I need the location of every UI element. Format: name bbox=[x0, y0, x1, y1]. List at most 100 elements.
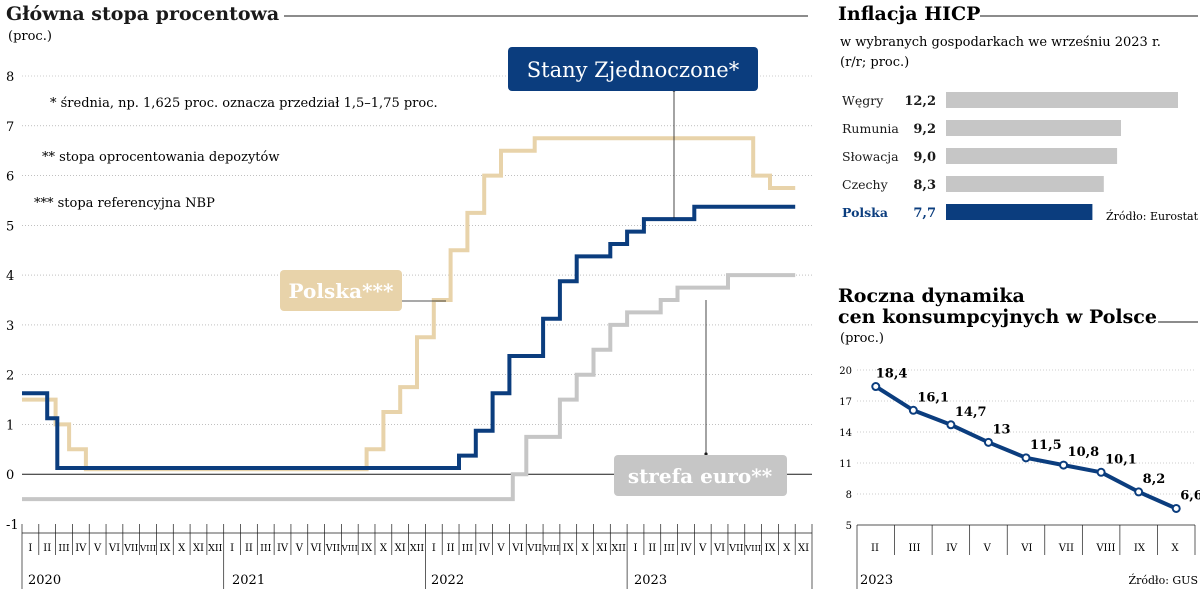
cpi-title-line2: cen konsumpcyjnych w Polsce bbox=[838, 306, 1157, 328]
cpi-y-tick-label: 11 bbox=[839, 459, 852, 470]
cpi-value-label: 16,1 bbox=[917, 390, 949, 405]
main-x-month-label: V bbox=[496, 543, 505, 554]
year-2022: 2022 bbox=[431, 573, 464, 588]
main-y-axis: 8 7 6 5 4 3 2 1 0 -1 bbox=[6, 70, 19, 533]
hicp-country-label: Słowacja bbox=[842, 149, 899, 164]
main-x-month-label: III bbox=[663, 543, 675, 554]
eu-connector-dot bbox=[704, 452, 708, 456]
main-x-month-label: IX bbox=[159, 543, 171, 554]
main-x-month-label: I bbox=[230, 543, 234, 554]
note-1: * średnia, np. 1,625 proc. oznacza przed… bbox=[50, 96, 438, 111]
cpi-chart: Roczna dynamika cen konsumpcyjnych w Pol… bbox=[838, 285, 1200, 589]
hicp-value-label: 12,2 bbox=[904, 94, 936, 109]
main-y-tick-label: 4 bbox=[6, 269, 14, 284]
hicp-country-label: Czechy bbox=[842, 177, 889, 192]
main-x-month-label: VI bbox=[713, 543, 725, 554]
cpi-y-tick-label: 17 bbox=[839, 397, 852, 408]
main-y-tick-label: -1 bbox=[6, 518, 19, 533]
cpi-value-label: 10,8 bbox=[1068, 445, 1100, 460]
main-y-tick-label: 1 bbox=[6, 418, 14, 433]
main-x-month-label: IV bbox=[479, 543, 491, 554]
main-x-month-label: I bbox=[28, 543, 32, 554]
hicp-chart: Inflacja HICP w wybranych gospodarkach w… bbox=[838, 3, 1199, 223]
main-x-month-label: VI bbox=[310, 543, 322, 554]
cpi-unit: (proc.) bbox=[840, 331, 884, 346]
cpi-x-month-label: IX bbox=[1134, 543, 1146, 554]
main-x-month-label: III bbox=[260, 543, 272, 554]
main-x-month-label: V bbox=[93, 543, 102, 554]
main-x-month-label: VIII bbox=[542, 544, 559, 554]
cpi-x-month-label: II bbox=[871, 543, 879, 554]
cpi-series: 18,4 16,1 14,7 13 11,5 10,8 10,1 8,2 6,6 bbox=[871, 367, 1200, 513]
hicp-country-label: Węgry bbox=[842, 93, 884, 108]
cpi-value-label: 10,1 bbox=[1105, 452, 1137, 467]
hicp-bar bbox=[946, 92, 1178, 108]
cpi-x-month-label: X bbox=[1171, 543, 1179, 554]
cpi-value-label: 14,7 bbox=[955, 405, 987, 420]
cpi-y-tick-label: 20 bbox=[839, 366, 852, 377]
year-2023: 2023 bbox=[634, 573, 667, 588]
cpi-x-month-label: III bbox=[909, 543, 921, 554]
cpi-point bbox=[871, 382, 881, 392]
hicp-bar bbox=[946, 148, 1118, 164]
hicp-value-label: 7,7 bbox=[913, 206, 936, 221]
cpi-source: Źródło: GUS bbox=[1128, 573, 1198, 587]
cpi-value-label: 13 bbox=[992, 422, 1010, 437]
main-x-month-label: X bbox=[783, 543, 791, 554]
year-2021: 2021 bbox=[232, 573, 265, 588]
hicp-value-label: 9,0 bbox=[913, 150, 936, 165]
main-x-month-label: II bbox=[245, 543, 253, 554]
main-y-tick-label: 5 bbox=[6, 219, 14, 234]
cpi-point bbox=[1171, 503, 1181, 513]
year-2020: 2020 bbox=[28, 573, 61, 588]
main-x-month-label: IV bbox=[277, 543, 289, 554]
label-box-usa: Stany Zjednoczone* bbox=[508, 47, 758, 91]
main-y-tick-label: 0 bbox=[6, 468, 14, 483]
main-x-month-label: I bbox=[432, 543, 436, 554]
cpi-x-month-label: IV bbox=[946, 543, 958, 554]
main-x-month-label: VIII bbox=[744, 544, 761, 554]
main-x-month-label: VII bbox=[526, 543, 542, 554]
main-x-month-label: XI bbox=[798, 543, 809, 554]
main-x-month-label: III bbox=[462, 543, 474, 554]
cpi-y-axis: 20 17 14 11 8 5 bbox=[839, 366, 852, 532]
main-x-month-label: VIII bbox=[139, 544, 156, 554]
cpi-x-month-label: VII bbox=[1058, 543, 1074, 554]
main-x-month-label: IX bbox=[764, 543, 776, 554]
hicp-country-label: Polska bbox=[842, 205, 888, 220]
cpi-point bbox=[1059, 460, 1069, 470]
cpi-x-month-label: V bbox=[983, 543, 992, 554]
hicp-bars: Węgry 12,2 Rumunia 9,2 Słowacja 9,0 Czechy 8,3 P… bbox=[842, 92, 1178, 221]
main-y-tick-label: 2 bbox=[6, 369, 14, 384]
cpi-value-label: 8,2 bbox=[1143, 472, 1166, 487]
main-x-month-label: V bbox=[295, 543, 304, 554]
hicp-value-label: 8,3 bbox=[913, 178, 936, 193]
cpi-title-line1: Roczna dynamika bbox=[838, 285, 1025, 307]
main-x-month-label: IX bbox=[563, 543, 575, 554]
main-chart: Główna stopa procentowa (proc.) 8 7 6 5 4 3 2 1… bbox=[6, 3, 813, 589]
main-series-lines bbox=[22, 136, 796, 502]
hicp-source: Źródło: Eurostat bbox=[1106, 209, 1199, 223]
hicp-bar bbox=[946, 176, 1104, 192]
main-y-tick-label: 6 bbox=[6, 170, 14, 185]
cpi-x-month-label: VI bbox=[1020, 543, 1032, 554]
main-x-month-label: IX bbox=[361, 543, 373, 554]
series-line-gray bbox=[22, 273, 796, 502]
main-y-tick-label: 3 bbox=[6, 319, 14, 334]
main-x-month-label: XI bbox=[395, 543, 406, 554]
main-x-month-label: XI bbox=[596, 543, 607, 554]
main-x-month-label: III bbox=[58, 543, 70, 554]
hicp-bar bbox=[946, 120, 1121, 136]
main-x-month-label: X bbox=[380, 543, 388, 554]
cpi-y-tick-label: 8 bbox=[846, 490, 852, 501]
label-box-euro: strefa euro** bbox=[614, 455, 787, 496]
main-x-month-label: XII bbox=[208, 543, 223, 554]
main-y-tick-label: 8 bbox=[6, 70, 14, 85]
hicp-value-label: 9,2 bbox=[913, 122, 936, 137]
main-x-month-label: II bbox=[648, 543, 656, 554]
main-x-month-label: I bbox=[634, 543, 638, 554]
cpi-value-label: 11,5 bbox=[1030, 438, 1062, 453]
main-unit: (proc.) bbox=[8, 29, 52, 44]
cpi-year: 2023 bbox=[860, 573, 893, 588]
